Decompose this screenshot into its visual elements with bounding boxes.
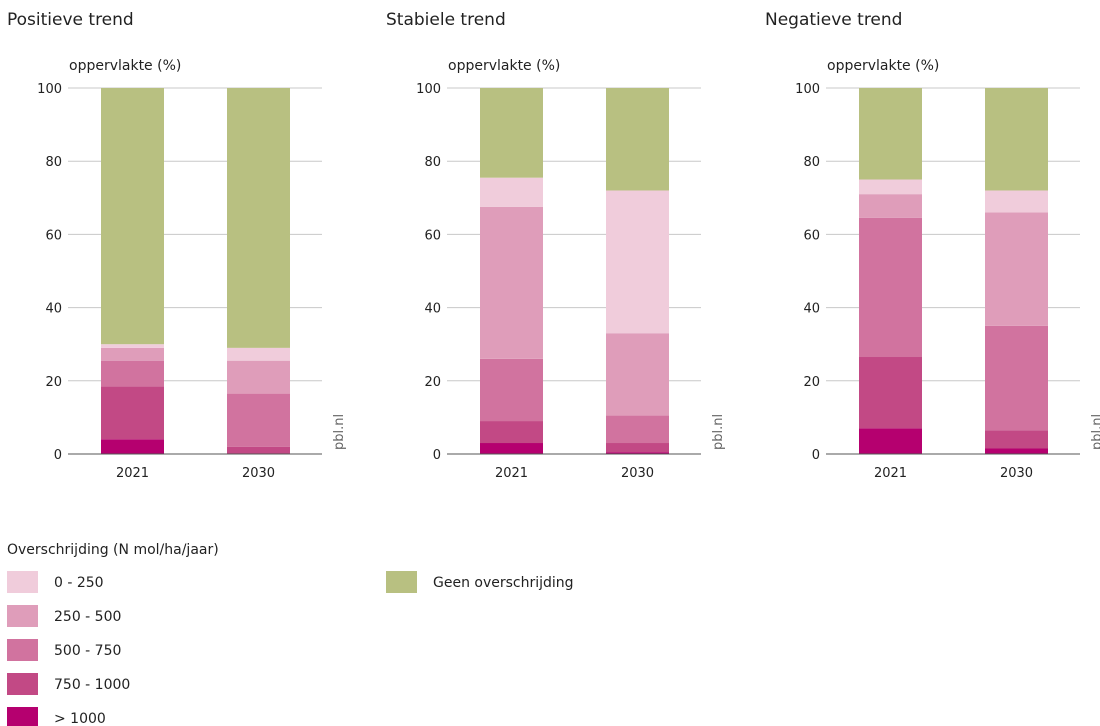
bar-segment: [101, 386, 164, 440]
y-axis-label-1: oppervlakte (%): [448, 58, 560, 74]
bar-segment: [227, 446, 290, 454]
y-tick-label: 0: [812, 448, 820, 463]
bar-segment: [101, 347, 164, 361]
y-tick-label: 40: [45, 302, 62, 317]
bar-segment: [606, 333, 669, 416]
bar-segment: [859, 194, 922, 218]
y-tick-label: 100: [416, 82, 441, 97]
bar-segment: [606, 190, 669, 334]
x-tick-label: 2030: [621, 466, 654, 481]
bar-segment: [985, 88, 1048, 191]
bar-segment: [859, 179, 922, 195]
bar-segment: [101, 344, 164, 348]
bar-segment: [985, 190, 1048, 213]
y-tick-label: 20: [45, 375, 62, 390]
y-tick-label: 80: [424, 155, 441, 170]
y-tick-label: 80: [45, 155, 62, 170]
x-tick-label: 2021: [874, 466, 907, 481]
legend-swatch: [7, 639, 38, 661]
y-tick-label: 0: [54, 448, 62, 463]
bar-segment: [606, 443, 669, 453]
bar-segment: [985, 325, 1048, 431]
legend-label: 500 - 750: [54, 643, 121, 659]
bar-segment: [101, 88, 164, 345]
y-tick-label: 60: [803, 228, 820, 243]
bar-segment: [101, 439, 164, 454]
x-tick-label: 2021: [495, 466, 528, 481]
bar-segment: [606, 415, 669, 444]
source-label: pbl.nl: [332, 414, 347, 450]
legend-swatch: [7, 673, 38, 695]
legend-label: > 1000: [54, 711, 106, 726]
y-tick-label: 40: [803, 302, 820, 317]
y-tick-label: 20: [424, 375, 441, 390]
bar-segment: [985, 448, 1048, 454]
y-tick-label: 0: [433, 448, 441, 463]
y-tick-label: 60: [45, 228, 62, 243]
bar-segment: [480, 421, 543, 444]
source-label: pbl.nl: [711, 414, 726, 450]
y-axis-label-0: oppervlakte (%): [69, 58, 181, 74]
bar-segment: [985, 212, 1048, 326]
y-tick-label: 20: [803, 375, 820, 390]
bar-segment: [101, 360, 164, 387]
bar-segment: [480, 88, 543, 178]
bar-segment: [859, 357, 922, 429]
y-tick-label: 100: [795, 82, 820, 97]
y-tick-label: 100: [37, 82, 62, 97]
legend-swatch: [7, 707, 38, 726]
bar-segment: [859, 88, 922, 180]
bar-segment: [480, 358, 543, 422]
y-tick-label: 60: [424, 228, 441, 243]
bar-segment: [480, 443, 543, 454]
legend-label: 750 - 1000: [54, 677, 130, 693]
bar-segment: [480, 177, 543, 207]
legend-swatch: [7, 605, 38, 627]
y-tick-label: 80: [803, 155, 820, 170]
x-tick-label: 2021: [116, 466, 149, 481]
bar-segment: [227, 360, 290, 394]
legend-label: 250 - 500: [54, 609, 121, 625]
bar-segment: [859, 428, 922, 454]
bar-segment: [859, 217, 922, 358]
y-tick-label: 40: [424, 302, 441, 317]
legend-swatch: [7, 571, 38, 593]
legend-label: 0 - 250: [54, 575, 104, 591]
bar-segment: [606, 452, 669, 454]
bar-segment: [480, 206, 543, 359]
bar-segment: [227, 393, 290, 447]
legend-label: Geen overschrijding: [433, 575, 574, 591]
bar-segment: [985, 430, 1048, 449]
x-tick-label: 2030: [1000, 466, 1033, 481]
bar-segment: [606, 88, 669, 191]
chart-title-1: Stabiele trend: [386, 10, 506, 30]
legend-swatch: [386, 571, 417, 593]
bar-segment: [227, 347, 290, 361]
x-tick-label: 2030: [242, 466, 275, 481]
legend-title: Overschrijding (N mol/ha/jaar): [7, 542, 219, 558]
source-label: pbl.nl: [1090, 414, 1100, 450]
y-axis-label-2: oppervlakte (%): [827, 58, 939, 74]
chart-title-2: Negatieve trend: [765, 10, 902, 30]
chart-title-0: Positieve trend: [7, 10, 134, 30]
bar-segment: [227, 88, 290, 348]
